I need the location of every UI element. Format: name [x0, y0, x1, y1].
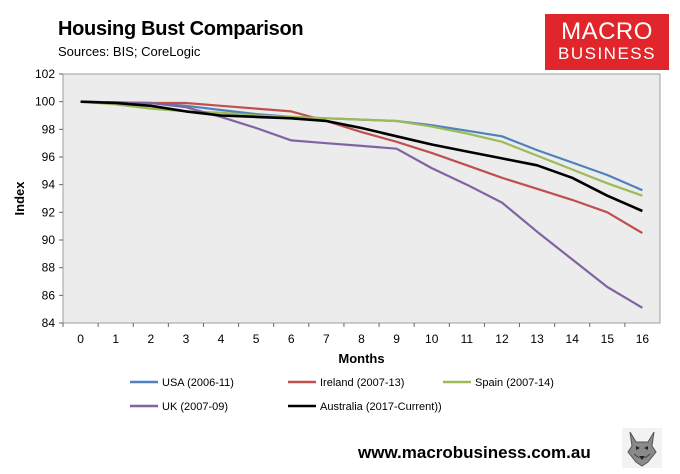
y-tick-label: 102	[35, 67, 55, 81]
footer-url[interactable]: www.macrobusiness.com.au	[358, 443, 591, 462]
legend-label-1: Ireland (2007-13)	[320, 377, 404, 389]
legend-label-0: USA (2006-11)	[162, 377, 234, 389]
x-tick-label: 16	[636, 332, 650, 346]
y-tick-label: 98	[42, 122, 56, 136]
legend-label-2: Spain (2007-14)	[475, 377, 554, 389]
x-axis-label: Months	[338, 351, 384, 366]
x-tick-label: 7	[323, 332, 330, 346]
y-tick-label: 100	[35, 95, 55, 109]
x-tick-label: 15	[601, 332, 615, 346]
x-tick-label: 6	[288, 332, 295, 346]
y-tick-label: 90	[42, 233, 56, 247]
x-tick-label: 3	[183, 332, 190, 346]
x-tick-label: 11	[461, 332, 474, 346]
x-tick-label: 5	[253, 332, 260, 346]
series-line-4	[80, 100, 643, 213]
macrobusiness-logo[interactable]: MACRO BUSINESS	[545, 14, 669, 70]
x-tick-label: 10	[425, 332, 439, 346]
wolf-mascot-icon	[622, 428, 662, 468]
x-tick-label: 12	[495, 332, 509, 346]
x-tick-label: 0	[77, 332, 84, 346]
y-tick-label: 88	[42, 261, 56, 275]
logo-line-macro: MACRO	[561, 18, 653, 45]
x-tick-label: 14	[566, 332, 580, 346]
y-tick-label: 92	[42, 205, 56, 219]
series-line-3	[80, 100, 643, 309]
legend-label-3: UK (2007-09)	[162, 401, 228, 413]
y-tick-label: 84	[42, 316, 56, 330]
x-tick-label: 2	[147, 332, 154, 346]
plot-area	[62, 73, 661, 324]
page-subtitle: Sources: BIS; CoreLogic	[58, 44, 201, 59]
y-tick-label: 86	[42, 288, 56, 302]
logo-line-business: BUSINESS	[558, 44, 656, 63]
x-tick-label: 4	[218, 332, 225, 346]
y-axis-label: Index	[12, 181, 27, 216]
x-tick-label: 9	[393, 332, 400, 346]
legend-label-4: Australia (2017-Current))	[320, 401, 442, 413]
series-line-1	[80, 100, 643, 235]
x-tick-label: 8	[358, 332, 365, 346]
y-tick-label: 94	[42, 178, 56, 192]
page-title: Housing Bust Comparison	[58, 18, 304, 40]
x-tick-label: 13	[530, 332, 544, 346]
x-tick-label: 1	[112, 332, 119, 346]
y-tick-label: 96	[42, 150, 56, 164]
